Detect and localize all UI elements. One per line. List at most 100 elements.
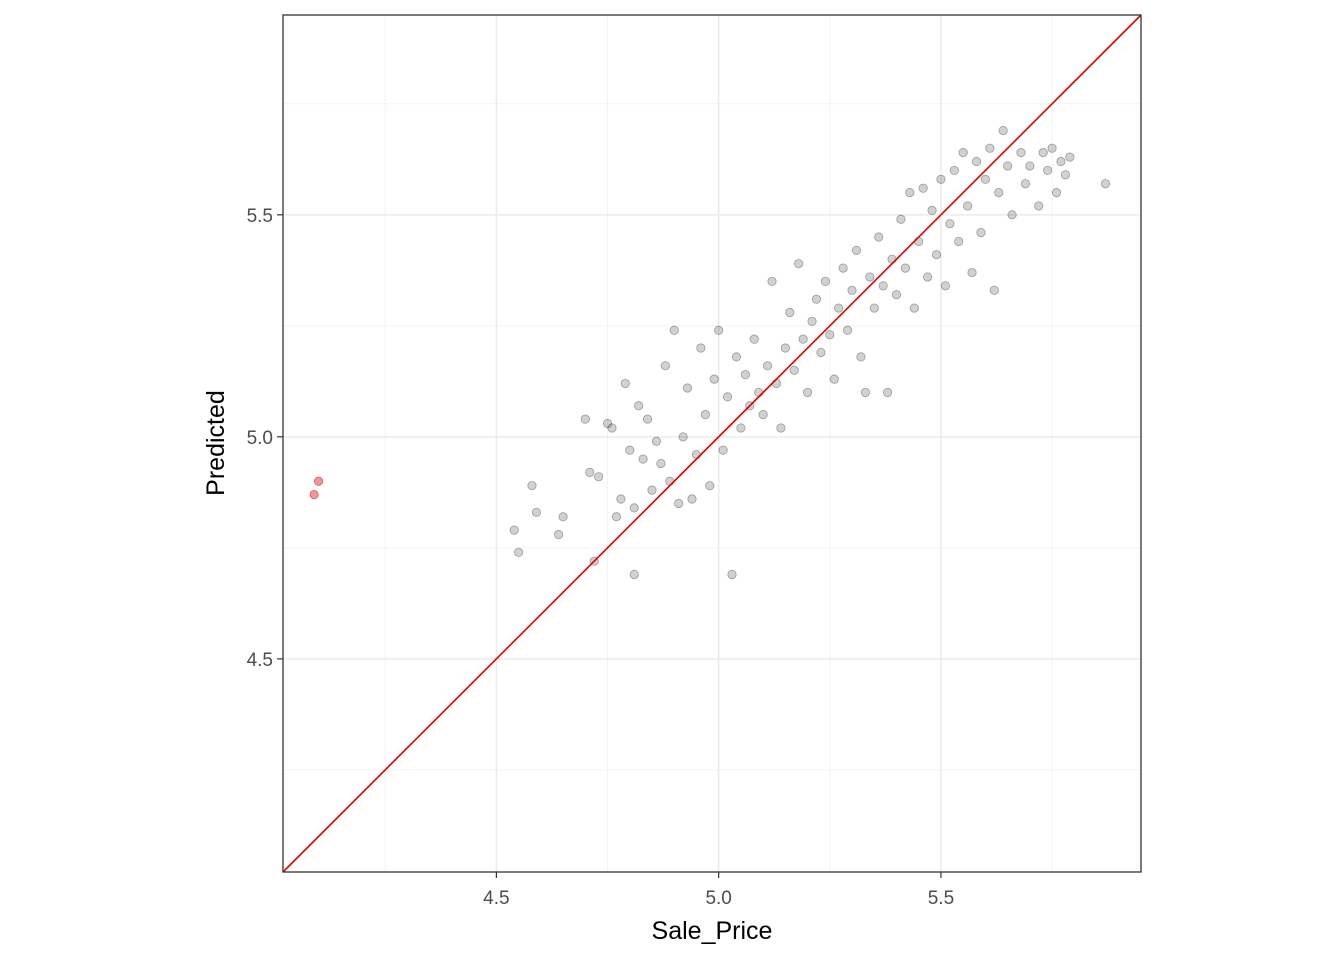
data-point-s0-93 xyxy=(967,267,977,278)
data-point-s0-74 xyxy=(883,387,893,398)
data-point-s0-42 xyxy=(740,370,750,380)
data-point-s0-91 xyxy=(958,148,968,158)
data-point-s0-21 xyxy=(647,485,657,495)
data-point-s0-104 xyxy=(1020,179,1031,189)
reference-line xyxy=(282,14,1142,873)
data-point-s0-97 xyxy=(985,143,995,153)
data-point-s0-53 xyxy=(789,365,799,375)
data-point-s0-88 xyxy=(945,219,955,229)
data-point-s0-87 xyxy=(940,281,950,291)
data-point-s0-78 xyxy=(900,263,910,273)
data-point-s0-34 xyxy=(705,481,715,491)
data-point-s0-47 xyxy=(762,361,773,371)
data-point-s0-92 xyxy=(963,201,973,211)
data-point-s0-94 xyxy=(971,156,982,167)
data-point-s0-102 xyxy=(1007,210,1017,220)
data-point-s0-2 xyxy=(527,481,537,491)
data-point-s0-37 xyxy=(718,445,728,455)
data-point-s0-66 xyxy=(847,285,857,295)
data-point-s0-33 xyxy=(700,410,710,420)
x-axis-title: Sale_Price xyxy=(652,917,773,945)
data-point-s0-56 xyxy=(802,387,813,398)
data-point-s0-57 xyxy=(807,316,817,326)
data-point-s0-3 xyxy=(531,507,541,517)
data-point-s0-63 xyxy=(834,303,844,313)
data-point-s0-60 xyxy=(820,276,830,287)
data-point-s0-38 xyxy=(722,392,733,402)
data-point-s0-110 xyxy=(1051,188,1062,198)
data-point-s0-84 xyxy=(927,205,937,215)
data-point-s0-20 xyxy=(642,414,653,424)
data-point-s0-35 xyxy=(709,374,719,384)
data-point-s0-98 xyxy=(989,285,999,295)
data-point-s0-24 xyxy=(660,361,670,371)
data-point-s0-62 xyxy=(829,374,839,384)
data-point-s0-18 xyxy=(634,401,644,411)
data-point-s0-5 xyxy=(558,512,568,522)
data-point-s0-113 xyxy=(1065,152,1075,162)
data-point-s0-90 xyxy=(954,236,964,247)
data-point-s0-17 xyxy=(629,503,639,513)
data-point-s0-49 xyxy=(771,378,782,389)
data-point-s0-72 xyxy=(874,232,884,242)
grid-lines xyxy=(283,15,1141,872)
y-tick-label-1: 5.0 xyxy=(247,428,273,449)
data-point-s0-23 xyxy=(656,458,666,469)
data-point-s0-52 xyxy=(785,307,795,318)
data-point-s0-99 xyxy=(994,188,1004,198)
y-tick-label-0: 4.5 xyxy=(247,650,273,671)
data-point-s0-101 xyxy=(1003,161,1013,171)
data-point-s0-41 xyxy=(736,423,746,433)
data-point-s0-83 xyxy=(923,272,933,282)
data-point-s0-48 xyxy=(767,276,777,287)
data-point-s0-0 xyxy=(509,525,519,535)
data-point-s0-82 xyxy=(918,183,928,193)
data-point-s0-14 xyxy=(620,378,630,389)
data-point-s0-26 xyxy=(669,325,679,335)
data-point-s0-65 xyxy=(842,325,853,335)
data-point-s0-25 xyxy=(665,476,675,486)
data-point-s0-29 xyxy=(682,383,693,393)
data-point-s0-32 xyxy=(696,343,706,353)
data-point-s0-114 xyxy=(1100,179,1111,189)
data-point-s0-89 xyxy=(949,165,959,176)
data-point-s0-61 xyxy=(825,330,835,340)
data-point-s0-75 xyxy=(887,254,897,264)
data-point-s0-13 xyxy=(616,494,626,504)
data-point-s0-96 xyxy=(980,174,991,184)
data-point-s0-12 xyxy=(611,512,622,522)
y-axis-ticks: 4.5 5.0 5.5 xyxy=(247,206,283,671)
data-point-s0-112 xyxy=(1060,170,1071,180)
data-point-s0-70 xyxy=(865,272,875,282)
data-point-s0-9 xyxy=(594,472,604,482)
data-point-s0-73 xyxy=(878,281,888,291)
data-point-s0-111 xyxy=(1056,156,1066,167)
data-point-s0-39 xyxy=(727,569,737,580)
data-point-s0-6 xyxy=(580,414,590,424)
data-point-s1-0 xyxy=(309,489,319,500)
data-point-s0-103 xyxy=(1016,148,1026,158)
data-point-s0-71 xyxy=(869,303,879,313)
data-point-s0-40 xyxy=(731,352,742,362)
data-point-s0-15 xyxy=(625,445,635,455)
data-point-s0-30 xyxy=(687,494,697,504)
x-axis-ticks: 4.5 5.0 5.5 xyxy=(483,872,954,909)
data-point-s0-95 xyxy=(976,227,986,238)
data-point-s0-85 xyxy=(931,250,942,260)
data-point-s0-4 xyxy=(554,529,564,540)
data-point-s0-77 xyxy=(896,214,906,224)
data-point-s0-50 xyxy=(776,423,786,433)
reference-line-group xyxy=(282,14,1142,873)
data-point-s0-105 xyxy=(1025,161,1035,171)
data-point-s0-46 xyxy=(758,410,768,420)
plot-panel-border xyxy=(282,14,1142,873)
x-tick-label-1: 5.0 xyxy=(705,888,731,909)
data-point-s0-81 xyxy=(914,236,924,247)
data-point-s0-44 xyxy=(749,334,759,344)
data-point-s0-27 xyxy=(674,498,684,509)
data-point-s0-1 xyxy=(514,547,524,557)
data-point-s0-100 xyxy=(998,125,1008,136)
data-point-s0-76 xyxy=(891,290,902,300)
data-point-s0-28 xyxy=(678,432,688,442)
data-point-s0-108 xyxy=(1043,165,1053,176)
